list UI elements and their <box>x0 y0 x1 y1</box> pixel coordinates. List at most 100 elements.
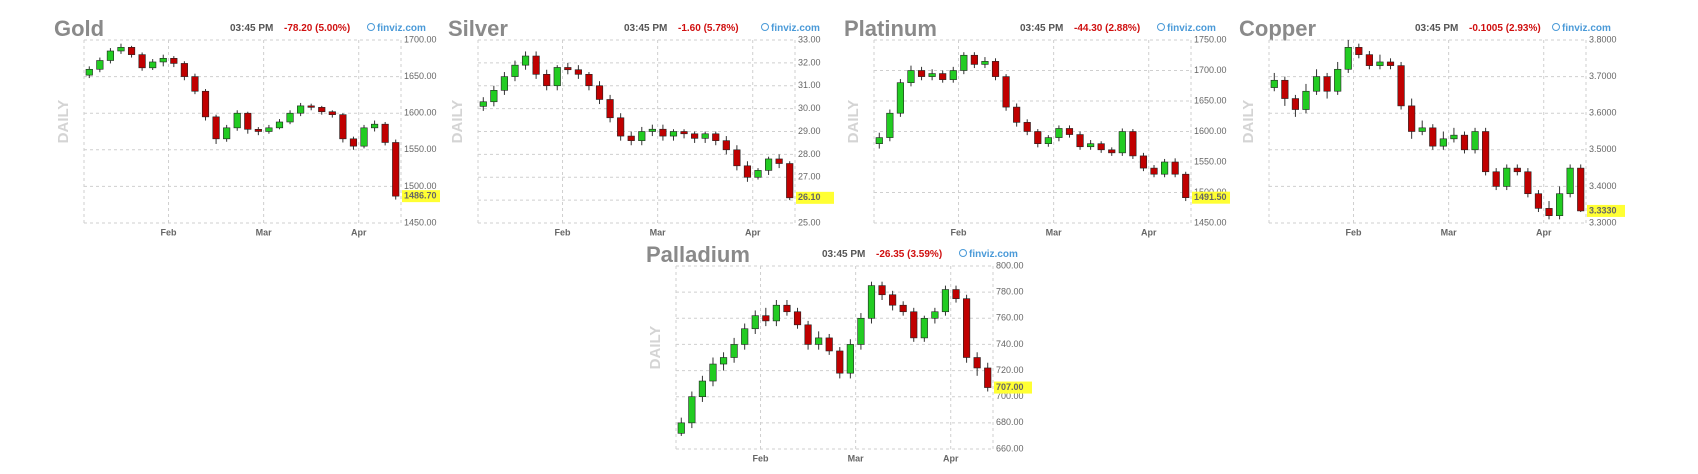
timestamp: 03:45 PM <box>1020 23 1063 34</box>
candle-body <box>775 158 783 164</box>
chart-panel: Copper 03:45 PM -0.1005 (2.93%) finviz.com D… <box>1239 16 1625 237</box>
candle-body <box>815 337 823 345</box>
candle-body <box>564 67 572 71</box>
last-price-badge <box>402 190 440 203</box>
x-tick-label: Mar <box>1441 227 1458 237</box>
candle-body <box>606 99 614 119</box>
candle-body <box>677 422 685 434</box>
source-icon <box>1552 23 1560 31</box>
candle-body <box>275 121 284 129</box>
candle-body <box>1482 131 1490 173</box>
timestamp: 03:45 PM <box>230 23 273 34</box>
source-link[interactable]: finviz.com <box>1562 23 1611 34</box>
x-tick-label: Feb <box>951 227 968 237</box>
candle-body <box>1386 61 1395 66</box>
candle-body <box>500 76 508 91</box>
period-label: DAILY <box>55 100 72 144</box>
candle-body <box>1418 127 1426 132</box>
candle-body <box>511 64 519 77</box>
candle-body <box>719 357 728 365</box>
candle-body <box>490 90 498 103</box>
candle-body <box>970 54 978 65</box>
candle-body <box>762 315 770 322</box>
candle-body <box>233 112 241 129</box>
candle-body <box>963 298 971 358</box>
candle-body <box>1302 90 1310 110</box>
x-tick-label: Feb <box>753 453 770 463</box>
candle-body <box>96 60 104 70</box>
y-tick-label: 1750.00 <box>1194 34 1227 44</box>
y-tick-label: 1650.00 <box>1194 95 1227 105</box>
candle-body <box>1076 134 1084 148</box>
candle-body <box>878 285 886 296</box>
last-price-badge <box>796 191 834 204</box>
candle-body <box>941 289 950 313</box>
candle-body <box>949 70 957 80</box>
candle-body <box>553 67 561 87</box>
candle-body <box>1129 131 1137 157</box>
y-tick-label: 31.00 <box>798 80 821 90</box>
x-tick-label: Apr <box>1536 227 1552 237</box>
y-tick-label: 660.00 <box>996 443 1024 453</box>
y-tick-label: 3.8000 <box>1589 34 1617 44</box>
candle-body <box>910 311 918 339</box>
source-link[interactable]: finviz.com <box>771 23 820 34</box>
candle-body <box>1139 155 1148 169</box>
candle-body <box>381 123 389 143</box>
candle-body <box>106 50 114 61</box>
source-icon <box>367 23 375 31</box>
chart-title: Platinum <box>844 16 937 41</box>
candle-body <box>733 149 741 167</box>
candle-body <box>899 304 907 313</box>
source-link[interactable]: finviz.com <box>969 249 1018 260</box>
y-tick-label: 25.00 <box>798 217 821 227</box>
candle-body <box>1524 171 1532 195</box>
candle-body <box>349 138 358 147</box>
candle-body <box>170 57 178 64</box>
candle-body <box>793 311 802 326</box>
candle-body <box>371 123 379 129</box>
chart-panel: Platinum 03:45 PM -44.30 (2.88%) finviz.com… <box>844 16 1230 237</box>
x-tick-label: Feb <box>1346 227 1363 237</box>
candle-body <box>754 170 762 178</box>
y-tick-label: 33.00 <box>798 34 821 44</box>
candle-body <box>709 363 717 382</box>
candle-body <box>1429 127 1437 147</box>
source-link[interactable]: finviz.com <box>1167 23 1216 34</box>
candle-body <box>223 127 231 140</box>
candle-body <box>730 344 738 358</box>
candle-body <box>648 128 656 132</box>
candle-body <box>857 317 865 345</box>
candle-body <box>688 396 696 424</box>
y-tick-label: 1500.00 <box>404 181 437 191</box>
candle-body <box>1171 161 1179 175</box>
price-change: -1.60 (5.78%) <box>678 23 739 34</box>
candle-body <box>339 114 347 140</box>
y-tick-label: 1700.00 <box>1194 65 1227 75</box>
candle-body <box>917 70 926 77</box>
candle-body <box>920 317 928 339</box>
y-tick-label: 3.4000 <box>1589 181 1617 191</box>
candle-body <box>138 54 146 69</box>
candle-body <box>595 85 604 100</box>
candle-body <box>698 380 706 398</box>
last-price-badge <box>1192 191 1230 204</box>
x-tick-label: Mar <box>650 227 667 237</box>
candle-body <box>1323 76 1331 92</box>
candle-body <box>743 165 752 178</box>
candle-body <box>1087 143 1095 148</box>
candle-body <box>836 350 844 374</box>
source-icon <box>761 23 769 31</box>
y-tick-label: 3.5000 <box>1589 144 1617 154</box>
y-tick-label: 680.00 <box>996 417 1024 427</box>
candle-body <box>669 131 678 137</box>
candle-body <box>1161 161 1169 175</box>
candle-body <box>691 133 699 139</box>
candle-body <box>907 70 915 83</box>
candle-body <box>617 117 625 137</box>
candle-body <box>360 127 368 147</box>
candle-body <box>1492 171 1500 187</box>
candle-body <box>804 324 812 345</box>
candle-body <box>1150 167 1158 175</box>
source-link[interactable]: finviz.com <box>377 23 426 34</box>
